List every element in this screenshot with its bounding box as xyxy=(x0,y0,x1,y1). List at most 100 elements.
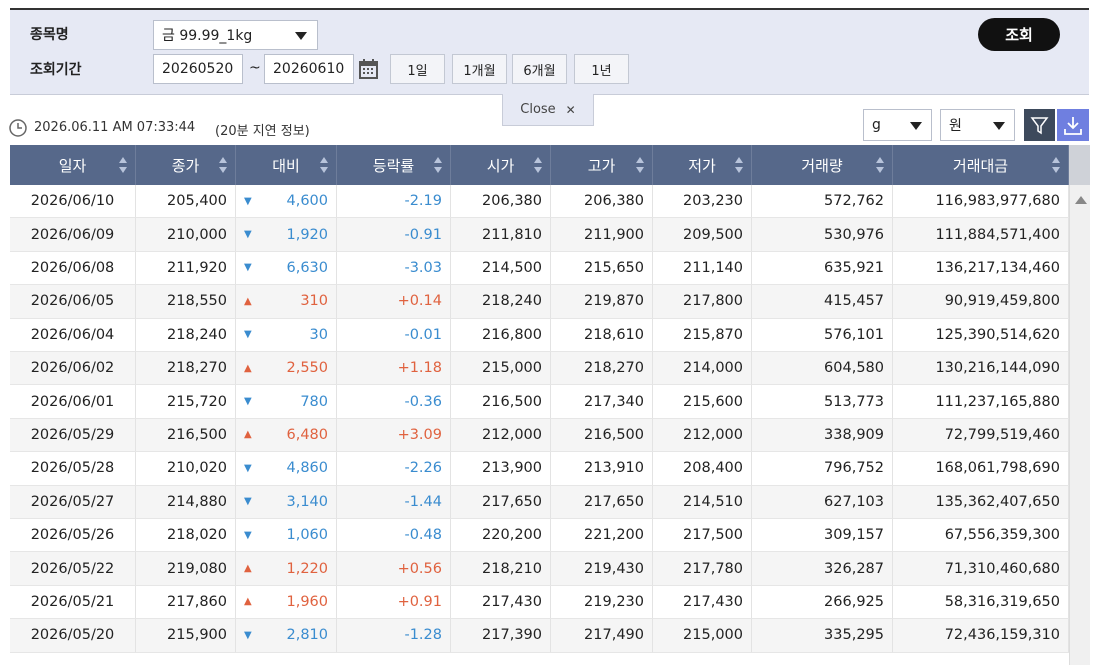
table-cell: 2026/05/28 xyxy=(10,452,136,486)
table-cell: 71,310,460,680 xyxy=(893,552,1069,586)
change-value: 6,480 xyxy=(286,426,328,443)
column-header[interactable]: 저가 xyxy=(653,145,752,185)
table-cell: 215,650 xyxy=(551,251,653,286)
table-cell: 210,000 xyxy=(136,218,236,252)
calendar-icon[interactable] xyxy=(357,57,381,81)
change-value: 1,220 xyxy=(286,560,328,577)
period-button[interactable]: 1개월 xyxy=(452,54,507,84)
table-cell: -3.03 xyxy=(337,251,451,286)
download-button[interactable] xyxy=(1057,109,1089,141)
unit-select[interactable]: g xyxy=(863,109,932,141)
change-cell: ▲ 310 xyxy=(236,285,337,319)
table-cell: 116,983,977,680 xyxy=(893,185,1069,219)
table-cell: 572,762 xyxy=(752,185,893,219)
column-header[interactable]: 거래대금 xyxy=(893,145,1069,185)
table-cell: 2026/06/08 xyxy=(10,251,136,286)
table-cell: 212,000 xyxy=(451,418,551,453)
table-cell: -0.91 xyxy=(337,218,451,252)
sort-icon xyxy=(219,157,227,173)
sort-icon xyxy=(735,157,743,173)
table-cell: 218,240 xyxy=(136,318,236,352)
sort-icon xyxy=(119,157,127,173)
trend-arrow: ▲ xyxy=(244,295,252,307)
table-cell: 218,610 xyxy=(551,318,653,352)
table-cell: 210,020 xyxy=(136,452,236,486)
table-cell: 215,600 xyxy=(653,385,752,419)
table-cell: -0.01 xyxy=(337,318,451,352)
column-header[interactable]: 종가 xyxy=(136,145,236,185)
period-button[interactable]: 1년 xyxy=(574,54,629,84)
column-header[interactable]: 고가 xyxy=(551,145,653,185)
table-cell: 335,295 xyxy=(752,619,893,653)
start-input[interactable]: 20260520 xyxy=(153,54,243,84)
table-cell: 90,919,459,800 xyxy=(893,285,1069,319)
close-x: ✕ xyxy=(565,102,576,117)
currency-select[interactable]: 원 xyxy=(940,109,1015,141)
trend-arrow: ▼ xyxy=(244,329,252,341)
column-header[interactable]: 대비 xyxy=(236,145,337,185)
table-cell: 2026/05/22 xyxy=(10,552,136,586)
table-cell: 604,580 xyxy=(752,352,893,386)
period-button[interactable]: 6개월 xyxy=(512,54,567,84)
change-value: 4,860 xyxy=(286,460,328,477)
table-cell: 217,860 xyxy=(136,585,236,620)
table-cell: 217,430 xyxy=(451,585,551,620)
period-button[interactable]: 1일 xyxy=(390,54,445,84)
change-cell: ▼ 6,630 xyxy=(236,251,337,286)
period-label: 조회기간 xyxy=(30,62,82,78)
change-value: 2,810 xyxy=(286,627,328,644)
table-cell: 214,500 xyxy=(451,251,551,286)
scroll-up xyxy=(1075,196,1087,204)
table-cell: 217,500 xyxy=(653,519,752,553)
table-cell: 217,800 xyxy=(653,285,752,319)
column-header[interactable]: 등락률 xyxy=(337,145,451,185)
change-value: 2,550 xyxy=(286,360,328,377)
change-value: 780 xyxy=(300,393,328,410)
table-cell: 213,900 xyxy=(451,452,551,486)
table-cell: 206,380 xyxy=(551,185,653,219)
submit-button[interactable]: 조회 xyxy=(978,18,1060,51)
close-text: Close xyxy=(520,102,556,117)
table-cell: 217,650 xyxy=(551,485,653,519)
table-cell: 218,550 xyxy=(136,285,236,319)
sort-icon xyxy=(320,157,328,173)
close-tab[interactable]: Close ✕ xyxy=(502,94,594,126)
end-date: 20260610 xyxy=(273,61,345,77)
trend-arrow: ▼ xyxy=(244,396,252,408)
table-cell: 218,270 xyxy=(136,352,236,386)
filter-button[interactable] xyxy=(1024,109,1055,141)
trend-arrow: ▼ xyxy=(244,629,252,641)
table-cell: 67,556,359,300 xyxy=(893,519,1069,553)
table-cell: 2026/06/04 xyxy=(10,318,136,352)
table-cell: 218,020 xyxy=(136,519,236,553)
table-cell: 206,380 xyxy=(451,185,551,219)
change-cell: ▼ 4,860 xyxy=(236,452,337,486)
table-cell: 2026/06/02 xyxy=(10,352,136,386)
column-header[interactable]: 일자 xyxy=(10,145,136,185)
change-value: 1,060 xyxy=(286,527,328,544)
table-cell: 217,490 xyxy=(551,619,653,653)
trend-arrow: ▲ xyxy=(244,596,252,608)
delay-note: (20분 지연 정보) xyxy=(215,124,310,139)
change-cell: ▼ 780 xyxy=(236,385,337,419)
column-header[interactable]: 시가 xyxy=(451,145,551,185)
sort-icon xyxy=(636,157,644,173)
table-cell: 217,780 xyxy=(653,552,752,586)
end-input[interactable]: 20260610 xyxy=(264,54,354,84)
table-cell: 72,799,519,460 xyxy=(893,418,1069,453)
table-cell: 2026/06/10 xyxy=(10,185,136,219)
table-cell: 2026/06/05 xyxy=(10,285,136,319)
table-cell: 217,390 xyxy=(451,619,551,653)
table-cell: 168,061,798,690 xyxy=(893,452,1069,486)
table-cell: 212,000 xyxy=(653,418,752,453)
table-cell: -0.48 xyxy=(337,519,451,553)
item-select[interactable]: 금 99.99_1kg xyxy=(153,20,318,50)
table-cell: 266,925 xyxy=(752,585,893,620)
scrollbar xyxy=(1069,145,1090,665)
table-cell: 217,340 xyxy=(551,385,653,419)
trend-arrow: ▲ xyxy=(244,563,252,575)
column-header[interactable]: 거래량 xyxy=(752,145,893,185)
item-label: 종목명 xyxy=(30,27,69,43)
table-cell: 326,287 xyxy=(752,552,893,586)
